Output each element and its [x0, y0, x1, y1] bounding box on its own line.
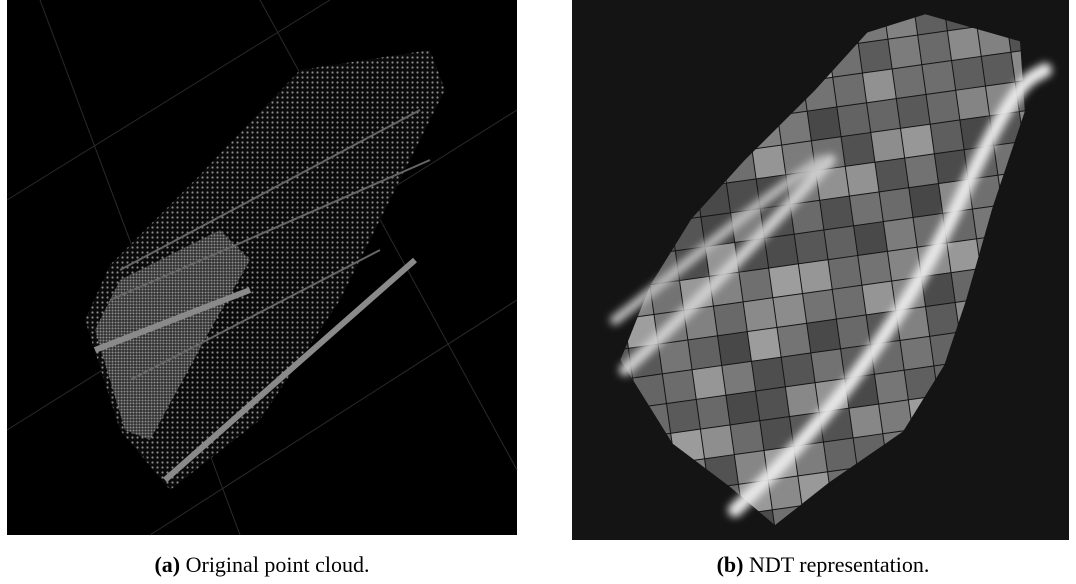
ndt-cell [846, 163, 879, 196]
ndt-cell [524, 26, 557, 59]
ndt-cell [926, 303, 959, 336]
ndt-cell [952, 57, 985, 90]
ndt-cell [922, 61, 955, 94]
ndt-cell [1070, 252, 1076, 285]
ndt-cell [739, 269, 772, 302]
caption-a: (a) Original point cloud. [2, 552, 522, 578]
ndt-cell [714, 302, 747, 335]
ndt-cell [837, 315, 870, 348]
ndt-cell [795, 231, 828, 264]
ndt-cell [659, 341, 692, 374]
ndt-cell [803, 290, 836, 323]
ndt-cell [837, 103, 870, 136]
ndt-cell [540, 145, 573, 178]
ndt-cell [786, 383, 819, 416]
ndt-cell [901, 125, 934, 158]
ndt-cell [880, 188, 913, 221]
ndt-cell [726, 392, 759, 425]
ndt-cell [956, 87, 989, 120]
ndt-cell [849, 405, 882, 438]
caption-b: (b) NDT representation. [563, 552, 1076, 578]
ndt-cell [947, 239, 980, 272]
ndt-cell [760, 417, 793, 450]
caption-text: NDT representation. [749, 552, 929, 577]
ndt-cell [833, 74, 866, 107]
ndt-cell [859, 40, 892, 73]
ndt-cell [722, 362, 755, 395]
ndt-cell [897, 95, 930, 128]
subfigure-label: (a) [154, 552, 180, 577]
ndt-cell [905, 154, 938, 187]
ndt-cell [748, 328, 781, 361]
ndt-cell [782, 354, 815, 387]
ndt-cell [931, 121, 964, 154]
ndt-image [524, 0, 1076, 545]
ndt-cell [769, 264, 802, 297]
ndt-cell [808, 108, 841, 141]
ndt-cell [811, 349, 844, 382]
ndt-cell [807, 320, 840, 353]
ndt-cell [948, 27, 981, 60]
ndt-cell [693, 366, 726, 399]
ndt-cell [756, 387, 789, 420]
ndt-cell [1070, 464, 1076, 497]
ndt-cell [829, 256, 862, 289]
ndt-cell [850, 192, 883, 225]
ndt-cell [688, 336, 721, 369]
figure: (a) Original point cloud. (b) NDT repres… [0, 0, 1076, 584]
ndt-cell [927, 91, 960, 124]
ndt-cell [824, 438, 857, 471]
ndt-cell [778, 324, 811, 357]
ndt-cell [820, 197, 853, 230]
ndt-cell [765, 235, 798, 268]
ndt-cell [889, 36, 922, 69]
caption-text: Original point cloud. [186, 552, 370, 577]
ndt-cell [858, 252, 891, 285]
ndt-cell [752, 146, 785, 179]
ndt-cell [875, 159, 908, 192]
ndt-cell [667, 400, 700, 433]
ndt-cell [901, 337, 934, 370]
ndt-cell [718, 332, 751, 365]
ndt-cell [884, 218, 917, 251]
ndt-cell [528, 56, 561, 89]
ndt-cell [982, 53, 1015, 86]
ndt-cell [701, 425, 734, 458]
ndt-cell [799, 260, 832, 293]
ndt-cell [893, 65, 926, 98]
ndt-cell [663, 370, 696, 403]
ndt-cell [744, 298, 777, 331]
ndt-cell [731, 421, 764, 454]
ndt-cell [824, 226, 857, 259]
ndt-cell [867, 99, 900, 132]
ndt-cell [871, 129, 904, 162]
ndt-cell [909, 184, 942, 217]
ndt-cell [752, 358, 785, 391]
ndt-cell [842, 133, 875, 166]
ndt-cell [697, 396, 730, 429]
point-cloud-image [7, 0, 517, 535]
ndt-cell [918, 31, 951, 64]
ndt-cell [862, 282, 895, 315]
subfigure-label: (b) [717, 552, 744, 577]
ndt-cell [773, 294, 806, 327]
ndt-cell [536, 115, 569, 148]
ndt-cell [863, 69, 896, 102]
ndt-cell [875, 371, 908, 404]
ndt-cell [532, 86, 565, 119]
figure-images [0, 0, 1076, 545]
ndt-cell [833, 286, 866, 319]
ndt-cell [854, 222, 887, 255]
